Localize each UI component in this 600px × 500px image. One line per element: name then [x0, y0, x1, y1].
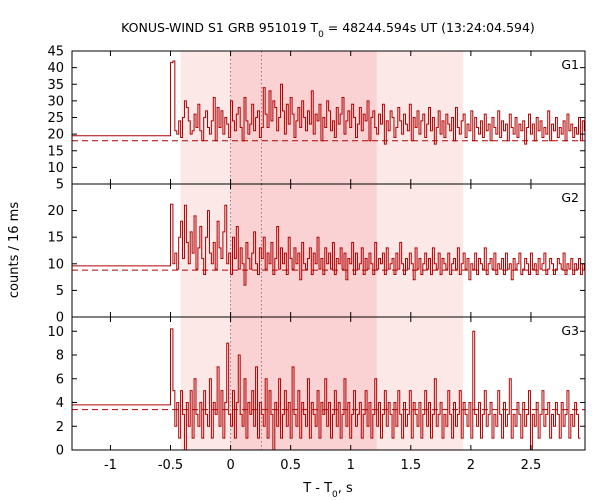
x-tick-label: 0.5 [280, 458, 301, 473]
lightcurve-g1 [72, 60, 586, 145]
panel-label-g1: G1 [561, 57, 579, 72]
panel-label-g2: G2 [561, 190, 579, 205]
y-tick-label-g2: 15 [47, 231, 64, 246]
y-tick-label-g3: 2 [56, 420, 64, 435]
y-tick-label-g1: 35 [47, 78, 64, 93]
y-tick-label-g3: 10 [47, 325, 64, 340]
y-tick-label-g3: 4 [56, 396, 64, 411]
x-tick-label: -0.5 [158, 458, 183, 473]
chart-title-subscript: 0 [318, 30, 324, 40]
y-tick-label-g3: 0 [56, 444, 64, 459]
x-tick-label: 2.5 [521, 458, 542, 473]
y-tick-label-g3: 8 [56, 349, 64, 364]
y-tick-label-g2: 10 [47, 257, 64, 272]
y-tick-label-g1: 15 [47, 144, 64, 159]
y-tick-label-g1: 10 [47, 161, 64, 176]
panel-frame-g3 [71, 316, 586, 451]
y-tick-label-g2: 20 [47, 204, 64, 219]
y-axis-label: counts / 16 ms [7, 202, 22, 298]
x-tick-label: 2 [467, 458, 475, 473]
x-tick-label: 1.5 [400, 458, 421, 473]
chart-title: KONUS-WIND S1 GRB 951019 T0 = 48244.594s… [121, 20, 535, 40]
lightcurve-g3 [72, 328, 581, 451]
x-axis-label-subscript: 0 [332, 490, 338, 500]
x-tick-label: 1 [347, 458, 355, 473]
x-tick-label: 0 [226, 458, 234, 473]
y-tick-label-g2: 5 [56, 284, 64, 299]
y-tick-label-g1: 5 [56, 178, 64, 193]
y-tick-label-g2: 0 [56, 311, 64, 326]
y-tick-label-g1: 25 [47, 111, 64, 126]
panel-label-g3: G3 [561, 323, 579, 338]
y-tick-label-g1: 30 [47, 94, 64, 109]
x-tick-label: -1 [104, 458, 117, 473]
lightcurve-g2 [72, 203, 585, 286]
panel-g3: 0 2 4 6 8 10 G3 [47, 316, 586, 459]
shade-inner-interval-g3 [230, 317, 377, 450]
y-tick-label-g1: 45 [47, 45, 64, 60]
y-tick-label-g1: 20 [47, 128, 64, 143]
panel-g2: 0 5 10 15 20 G2 [47, 183, 586, 326]
y-tick-label-g3: 6 [56, 372, 64, 387]
y-tick-label-g1: 40 [47, 61, 64, 76]
x-axis-label: T - T0, s [302, 481, 353, 500]
